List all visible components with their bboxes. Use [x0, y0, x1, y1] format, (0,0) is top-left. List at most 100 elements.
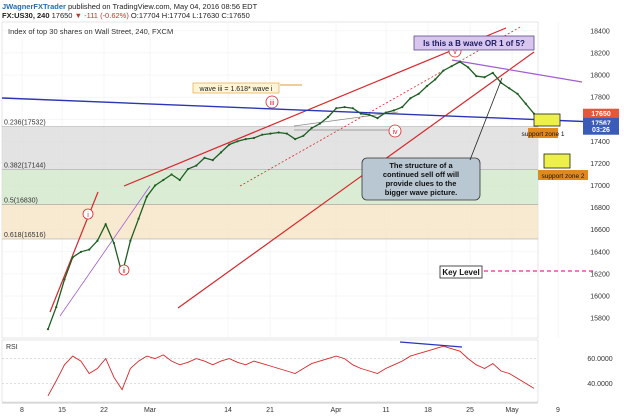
price-point: [244, 138, 247, 141]
publish-info: published on TradingView.com, May 04, 20…: [68, 2, 258, 11]
x-tick-label: 9: [556, 407, 560, 414]
price-point: [351, 107, 354, 110]
price-point: [71, 256, 74, 259]
rsi-tick-label: 60.0000: [587, 356, 612, 363]
price-point: [467, 66, 470, 69]
price-point: [458, 60, 461, 63]
price-point: [46, 328, 50, 331]
price-point: [384, 111, 387, 114]
price-point: [186, 167, 190, 171]
price-point: [450, 65, 453, 68]
y-tick-label: 17400: [590, 139, 610, 146]
price-point: [211, 159, 214, 162]
fib-label-box: [192, 82, 280, 94]
price-tag-bg: [583, 108, 619, 119]
y-tick-label: 18400: [590, 28, 610, 35]
wave-i-marker: [82, 208, 94, 220]
price-point: [170, 173, 173, 176]
x-tick-label: Mar: [144, 407, 157, 414]
time-axis[interactable]: 8 15 22 Mar 14 21 Apr 11 18 25 May 9: [2, 402, 560, 414]
price-point: [79, 250, 83, 253]
rsi-grid: [2, 358, 538, 384]
price-point: [294, 138, 297, 141]
structure-note: The structure of a continued sell off wil…: [383, 161, 459, 197]
price-point: [55, 305, 58, 309]
rsi-line: [47, 345, 535, 397]
symbol-header: FX:US30, 240 17650 ▼ -111 (-0.62%) O:177…: [2, 11, 250, 20]
fib-extension-label: wave iii = 1.618* wave i: [199, 86, 273, 93]
price-tag-label: 17567: [591, 120, 611, 127]
fib-level-label: 0.236(17532): [4, 120, 46, 127]
price-change: ▼ -111 (-0.62%): [74, 11, 129, 20]
key-level-box: [439, 265, 483, 279]
y-tick-label: 17200: [590, 161, 610, 168]
wave-i-label: i: [87, 212, 89, 219]
price-point: [442, 69, 445, 72]
x-tick-label: 8: [20, 407, 24, 414]
rsi-pane: [1, 339, 539, 403]
y-tick-label: 16400: [590, 249, 610, 256]
x-tick-label: Apr: [331, 407, 343, 414]
price-point: [112, 241, 115, 245]
price-point: [178, 178, 181, 182]
key-level-label: Key Level: [442, 268, 479, 277]
wave-i-purple-line: [59, 185, 151, 317]
support-zone-1-label: support zone 1: [521, 131, 564, 138]
support-zone-2-tag: [538, 170, 588, 180]
triangle-upper-line: [293, 111, 399, 127]
price-axis[interactable]: 15800 16000 16200 16400 16600 16800 17000 17200…: [587, 28, 612, 388]
y-tick-label: 17000: [590, 183, 610, 190]
rsi-divergence-line: [399, 341, 463, 348]
price-point: [409, 97, 412, 100]
price-point: [524, 102, 527, 105]
y-tick-label: 15800: [590, 316, 610, 323]
price-series-line: [47, 61, 535, 330]
y-tick-label: 16000: [590, 294, 610, 301]
chart-title: Index of top 30 shares on Wall Street, 2…: [8, 27, 173, 36]
price-point: [376, 117, 379, 120]
author-name[interactable]: JWagnerFXTrader: [2, 2, 66, 11]
note-pointer-line: [469, 77, 503, 161]
wave-ii-label: ii: [122, 268, 126, 275]
structure-note-box: [361, 157, 481, 201]
fib-level-label: 0.618(16516): [4, 232, 46, 239]
price-point: [162, 178, 165, 182]
price-point: [88, 248, 91, 251]
price-point: [483, 76, 486, 79]
price-point: [195, 164, 198, 167]
price-point: [277, 131, 280, 134]
structure-note-line: provide clues to the: [386, 179, 457, 188]
price-point: [302, 134, 305, 137]
price-point: [96, 239, 99, 242]
price-point: [343, 105, 346, 109]
rsi-title: RSI: [6, 344, 18, 351]
x-tick-label: 14: [224, 407, 232, 414]
price-tag-bg: [583, 117, 619, 128]
fib-zone: [2, 204, 538, 240]
x-tick-label: 11: [382, 407, 389, 414]
price-point: [475, 75, 478, 78]
wave-v-label: v: [453, 49, 457, 56]
price-tag-label: 03:26: [592, 127, 610, 134]
x-tick-label: 15: [58, 407, 66, 414]
current-price: 17650: [51, 11, 73, 20]
price-point: [392, 109, 396, 112]
y-tick-label: 17800: [590, 95, 610, 102]
wave-ii-marker: [118, 264, 130, 276]
rsi-tick-label: 40.0000: [587, 381, 612, 388]
wave-iii-label: iii: [270, 100, 275, 107]
support-zone-2-box: [543, 153, 571, 169]
price-point: [104, 223, 107, 226]
structure-note-line: bigger wave picture.: [385, 188, 458, 197]
x-tick-label: May: [505, 407, 519, 414]
price-point: [153, 184, 157, 187]
price-point: [508, 87, 511, 90]
y-tick-label: 18000: [590, 73, 610, 80]
price-point: [252, 136, 256, 140]
price-point: [137, 217, 140, 220]
wave-iv-marker: [388, 124, 402, 138]
price-point: [228, 143, 231, 146]
